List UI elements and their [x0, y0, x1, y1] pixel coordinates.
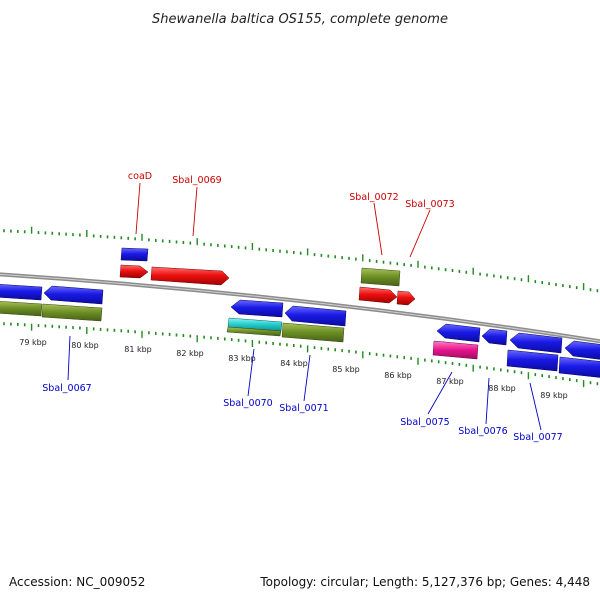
gene-label-coaD[interactable]: coaD: [128, 171, 152, 182]
gene-label-Sbal_0071[interactable]: Sbal_0071: [279, 403, 328, 414]
topology-text: Topology: circular; Length: 5,127,376 bp…: [259, 575, 590, 589]
kbp-label: 89 kbp: [540, 391, 568, 400]
gene-green-top[interactable]: [360, 267, 401, 287]
gene-label-Sbal_0072[interactable]: Sbal_0072: [349, 192, 398, 203]
gene-red-1[interactable]: [119, 264, 149, 279]
kbp-label: 84 kbp: [280, 359, 308, 368]
ticks-bottom-track: [3, 322, 599, 388]
gene-Sbal_0075[interactable]: [432, 340, 479, 360]
gene-label-Sbal_0067[interactable]: Sbal_0067: [42, 383, 91, 394]
kbp-label: 82 kbp: [176, 349, 204, 358]
genes-top: [119, 247, 416, 306]
gene-blue-right-6[interactable]: [558, 356, 600, 378]
gene-blue-right-3[interactable]: [509, 332, 563, 354]
gene-blue-right-1[interactable]: [436, 323, 481, 343]
gene-Sbal_0077[interactable]: [506, 349, 559, 372]
gene-blue-right-4[interactable]: [564, 340, 600, 360]
gene-label-Sbal_0076[interactable]: Sbal_0076: [458, 426, 507, 437]
backbone: [0, 272, 600, 344]
kbp-label: 88 kbp: [488, 384, 516, 393]
gene-Sbal_0072[interactable]: [358, 286, 398, 304]
gene-label-Sbal_0073[interactable]: Sbal_0073: [405, 199, 454, 210]
gene-green-left-1[interactable]: [0, 301, 43, 317]
genes-bottom: [0, 284, 600, 378]
accession-text: Accession: NC_009052: [9, 575, 145, 589]
leader-lines: [67, 182, 542, 431]
top-labels: coaD Sbal_0069 Sbal_0072 Sbal_0073: [128, 171, 455, 210]
kbp-label: 83 kbp: [228, 354, 256, 363]
gene-label-Sbal_0077[interactable]: Sbal_0077: [513, 432, 562, 443]
gene-Sbal_0071[interactable]: [284, 305, 347, 327]
gene-coaD[interactable]: [120, 247, 149, 262]
bottom-labels: Sbal_0067 Sbal_0070 Sbal_0071 Sbal_0075 …: [42, 383, 562, 443]
ticks-top-track: [3, 226, 599, 293]
gene-label-Sbal_0069[interactable]: Sbal_0069: [172, 175, 221, 186]
map-title: Shewanella baltica OS155, complete genom…: [152, 12, 448, 27]
gene-Sbal_0073[interactable]: [396, 290, 416, 306]
kbp-label: 80 kbp: [71, 341, 99, 350]
gene-blue-left-1[interactable]: [0, 284, 43, 301]
gene-Sbal_0069[interactable]: [150, 266, 230, 286]
kbp-scale: 79 kbp 80 kbp 81 kbp 82 kbp 83 kbp 84 kb…: [19, 338, 568, 400]
gene-green-left-2[interactable]: [41, 303, 103, 322]
gene-Sbal_0076[interactable]: [481, 328, 508, 346]
gene-Sbal_0070[interactable]: [230, 299, 284, 318]
gene-label-Sbal_0070[interactable]: Sbal_0070: [223, 398, 272, 409]
gene-label-Sbal_0075[interactable]: Sbal_0075: [400, 417, 449, 428]
kbp-label: 86 kbp: [384, 371, 412, 380]
gene-green-mid-2[interactable]: [281, 322, 345, 343]
kbp-label: 85 kbp: [332, 365, 360, 374]
kbp-label: 81 kbp: [124, 345, 152, 354]
kbp-label: 79 kbp: [19, 338, 47, 347]
kbp-label: 87 kbp: [436, 377, 464, 386]
gene-Sbal_0067[interactable]: [43, 285, 104, 305]
gene-green-mid-1[interactable]: [226, 326, 282, 337]
